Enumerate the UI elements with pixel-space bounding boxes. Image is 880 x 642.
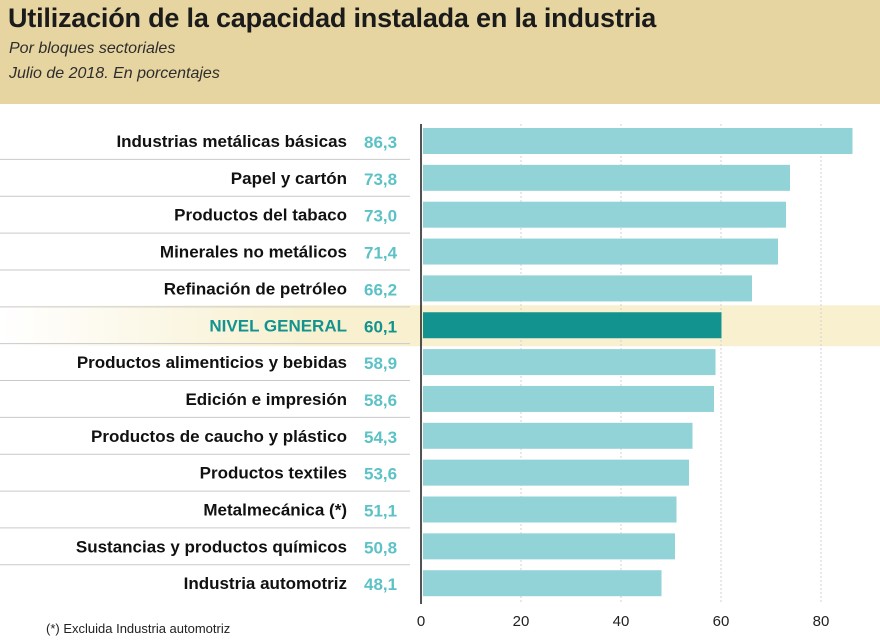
- bar-productos-del-tabaco: [423, 201, 786, 228]
- category-label: Metalmecánica (*): [203, 501, 347, 520]
- category-label: Minerales no metálicos: [160, 243, 347, 262]
- value-label: 60,1: [364, 317, 397, 336]
- chart-date-note: Julio de 2018. En porcentajes: [9, 65, 220, 82]
- category-label: Productos alimenticios y bebidas: [77, 353, 347, 372]
- value-label: 71,4: [364, 244, 398, 263]
- x-tick-label: 80: [813, 613, 830, 630]
- bar-nivel-general: [423, 312, 722, 339]
- bar-edicion-e-impresion: [423, 385, 714, 412]
- value-label: 73,8: [364, 170, 397, 189]
- bar-refinacion-de-petroleo: [423, 275, 752, 302]
- x-tick-label: 40: [613, 613, 630, 630]
- value-label: 86,3: [364, 133, 397, 152]
- x-tick-label: 60: [713, 613, 730, 630]
- header-band: Utilización de la capacidad instalada en…: [0, 0, 880, 104]
- value-label: 51,1: [364, 502, 397, 521]
- value-label: 73,0: [364, 207, 397, 226]
- category-label: Productos textiles: [200, 464, 347, 483]
- bar-productos-de-caucho-y-plastico: [423, 422, 693, 449]
- rows-layer: Industrias metálicas básicas 86,3 Papel y …: [76, 128, 853, 597]
- category-label: Edición e impresión: [185, 390, 347, 409]
- value-label: 50,8: [364, 538, 397, 557]
- value-label: 58,6: [364, 391, 397, 410]
- chart-subtitle: Por bloques sectoriales: [9, 40, 176, 57]
- chart-title: Utilización de la capacidad instalada en…: [8, 3, 657, 33]
- category-label: Refinación de petróleo: [164, 279, 347, 298]
- footnote: (*) Excluida Industria automotriz: [46, 621, 231, 636]
- category-label: NIVEL GENERAL: [209, 316, 347, 335]
- bar-papel-y-carton: [423, 164, 790, 191]
- bar-industrias-metalicas-basicas: [423, 128, 853, 154]
- bar-metalmecanica: [423, 496, 677, 523]
- category-label: Productos del tabaco: [174, 206, 347, 225]
- category-label: Industria automotriz: [184, 574, 347, 593]
- value-label: 54,3: [364, 428, 397, 447]
- category-label: Productos de caucho y plástico: [91, 427, 347, 446]
- x-tick-label: 20: [513, 613, 530, 630]
- bar-productos-alimenticios-y-bebidas: [423, 349, 716, 376]
- value-label: 48,1: [364, 575, 397, 594]
- bar-minerales-no-metalicos: [423, 238, 778, 265]
- value-label: 58,9: [364, 354, 397, 373]
- x-tick-label: 0: [417, 613, 425, 630]
- category-label: Papel y cartón: [231, 169, 347, 188]
- category-label: Industrias metálicas básicas: [116, 132, 347, 151]
- value-label: 66,2: [364, 280, 397, 299]
- category-label: Sustancias y productos químicos: [76, 537, 347, 556]
- value-label: 53,6: [364, 465, 397, 484]
- bar-industria-automotriz: [423, 570, 662, 597]
- bar-sustancias-y-productos-quimicos: [423, 533, 675, 560]
- bar-productos-textiles: [423, 459, 689, 486]
